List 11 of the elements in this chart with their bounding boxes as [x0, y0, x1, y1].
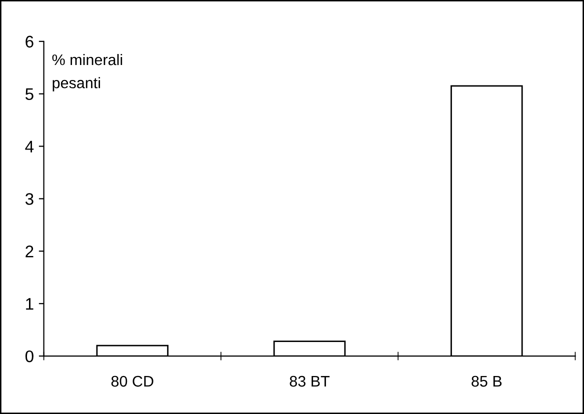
x-tick-label: 83 BT — [290, 376, 330, 387]
y-tick-label: 6 — [26, 36, 34, 48]
y-tick-label: 4 — [25, 140, 34, 152]
y-tick-label: 2 — [26, 246, 34, 258]
y-tick-label: 3 — [25, 193, 34, 205]
y-axis-title: % minerali pesanti — [52, 54, 122, 92]
y-tick-label: 0 — [25, 350, 34, 362]
y-tick-label: 5 — [25, 88, 34, 100]
x-tick-label: 80 CD — [111, 376, 154, 387]
x-tick-label: 85 B — [472, 376, 502, 387]
y-tick-label: 1 — [26, 298, 34, 310]
